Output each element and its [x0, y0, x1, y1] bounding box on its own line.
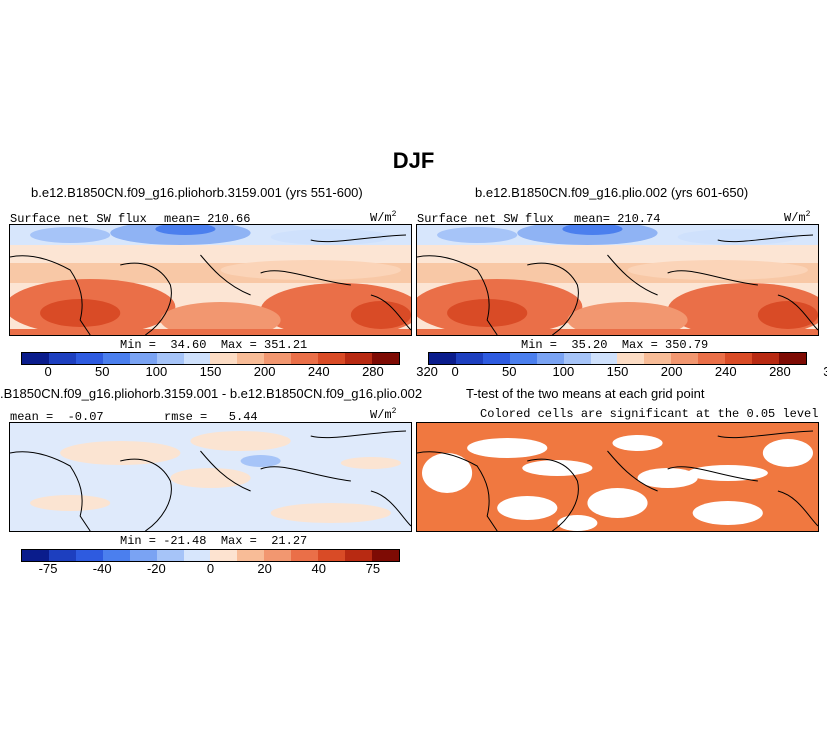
panel3-mean-label: mean = -0.07: [10, 410, 104, 424]
colorbar-tick-label: -20: [146, 561, 166, 576]
colorbar-tick-label: 40: [311, 561, 327, 576]
colorbar-swatch: [102, 353, 130, 364]
colorbar-tick-label: 320: [416, 364, 438, 379]
colorbar-swatch: [482, 353, 510, 364]
colorbar-swatch: [371, 353, 399, 364]
colorbar-tick-label: -75: [38, 561, 58, 576]
colorbar-swatch: [318, 353, 346, 364]
colorbar-tick-label: 0: [451, 364, 459, 379]
colorbar-swatch: [371, 550, 399, 561]
colorbar-swatch: [48, 353, 76, 364]
panel1-colorbar: [21, 352, 400, 365]
colorbar-tick-label: 240: [714, 364, 737, 379]
panel1-minmax: Min = 34.60 Max = 351.21: [120, 338, 308, 352]
colorbar-swatch: [102, 550, 130, 561]
colorbar-tick-label: 75: [365, 561, 381, 576]
panel3-units: W/m2: [370, 407, 397, 422]
colorbar-swatch: [698, 353, 726, 364]
colorbar-swatch: [725, 353, 753, 364]
panel4-subtitle: Colored cells are significant at the 0.0…: [480, 407, 819, 421]
colorbar-swatch: [509, 353, 537, 364]
colorbar-swatch: [75, 353, 103, 364]
colorbar-tick-label: 280: [769, 364, 791, 379]
colorbar-swatch: [183, 353, 211, 364]
colorbar-swatch: [318, 550, 346, 561]
colorbar-swatch: [264, 353, 292, 364]
colorbar-tick-label: 150: [606, 364, 629, 379]
page-title: DJF: [392, 148, 435, 173]
colorbar-tick-label: 280: [362, 364, 384, 379]
colorbar-tick-label: 20: [257, 561, 272, 576]
colorbar-tick-label: 0: [44, 364, 52, 379]
panel3-colorbar: [21, 549, 400, 562]
panel2-map: [416, 224, 819, 336]
panel3-minmax: Min = -21.48 Max = 21.27: [120, 534, 308, 548]
colorbar-swatch: [156, 353, 184, 364]
colorbar-swatch: [778, 353, 806, 364]
colorbar-swatch: [536, 353, 564, 364]
colorbar-swatch: [264, 550, 292, 561]
colorbar-swatch: [429, 353, 456, 364]
colorbar-swatch: [183, 550, 211, 561]
panel3-colorbar-ticks: -75 -40 -20 0 20 40 75: [21, 561, 400, 577]
panel2-minmax: Min = 35.20 Max = 350.79: [521, 338, 709, 352]
colorbar-tick-label: 50: [501, 364, 517, 379]
colorbar-swatch: [22, 353, 49, 364]
colorbar-tick-label: 50: [94, 364, 110, 379]
colorbar-swatch: [455, 353, 483, 364]
colorbar-tick-label: 200: [253, 364, 276, 379]
colorbar-tick-label: 320: [823, 364, 827, 379]
colorbar-tick-label: -40: [92, 561, 112, 576]
panel4-map: [416, 422, 819, 532]
colorbar-swatch: [644, 353, 672, 364]
colorbar-swatch: [129, 353, 157, 364]
colorbar-swatch: [210, 550, 238, 561]
colorbar-swatch: [210, 353, 238, 364]
panel3-map: [9, 422, 412, 532]
colorbar-swatch: [563, 353, 591, 364]
colorbar-swatch: [291, 550, 319, 561]
colorbar-swatch: [291, 353, 319, 364]
panel2-units: W/m2: [784, 210, 811, 225]
colorbar-swatch: [590, 353, 618, 364]
panel1-units: W/m2: [370, 210, 397, 225]
colorbar-swatch: [752, 353, 779, 364]
panel2-colorbar-ticks: 0 50 100 150 200 240 280 320: [428, 364, 827, 380]
colorbar-swatch: [345, 353, 372, 364]
colorbar-swatch: [156, 550, 184, 561]
panel1-map: [9, 224, 412, 336]
panel3-title: .B1850CN.f09_g16.pliohorb.3159.001 - b.e…: [0, 386, 423, 401]
panel2-mean-label: mean= 210.74: [574, 212, 661, 226]
colorbar-swatch: [617, 353, 645, 364]
colorbar-swatch: [345, 550, 372, 561]
colorbar-swatch: [129, 550, 157, 561]
panel2-title: b.e12.B1850CN.f09_g16.plio.002 (yrs 601-…: [475, 185, 749, 200]
colorbar-swatch: [22, 550, 49, 561]
colorbar-tick-label: 240: [307, 364, 330, 379]
colorbar-swatch: [48, 550, 76, 561]
panel1-variable-label: Surface net SW flux: [10, 212, 147, 226]
colorbar-swatch: [671, 353, 699, 364]
colorbar-tick-label: 200: [660, 364, 683, 379]
panel2-variable-label: Surface net SW flux: [417, 212, 554, 226]
panel1-colorbar-ticks: 0 50 100 150 200 240 280 320: [21, 364, 437, 380]
colorbar-swatch: [237, 550, 265, 561]
panel1-title: b.e12.B1850CN.f09_g16.pliohorb.3159.001 …: [31, 185, 363, 200]
colorbar-swatch: [75, 550, 103, 561]
panel3-rmse-label: rmse = 5.44: [164, 410, 258, 424]
colorbar-swatch: [237, 353, 265, 364]
colorbar-tick-label: 0: [206, 561, 215, 576]
colorbar-tick-label: 100: [145, 364, 168, 379]
panel2-colorbar: [428, 352, 807, 365]
panel4-title: T-test of the two means at each grid poi…: [466, 386, 705, 401]
colorbar-tick-label: 100: [552, 364, 575, 379]
colorbar-tick-label: 150: [199, 364, 222, 379]
panel1-mean-label: mean= 210.66: [164, 212, 251, 226]
